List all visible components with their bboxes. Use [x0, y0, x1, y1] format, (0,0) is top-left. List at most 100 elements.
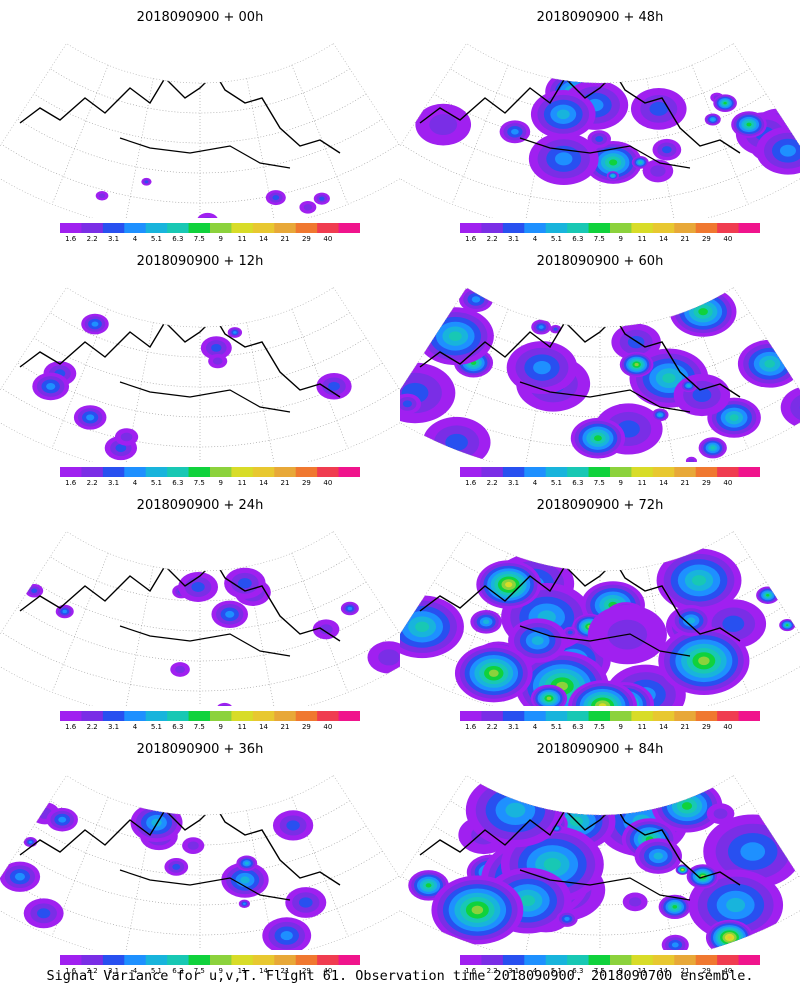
colorbar-swatch: [60, 467, 82, 477]
colorbar-swatch: [610, 223, 632, 233]
colorbar-tick-label: 21: [680, 479, 690, 487]
colorbar-swatch: [588, 711, 611, 721]
panel-title: 2018090900 + 12h: [136, 254, 264, 269]
colorbar-tick-label: 9: [218, 967, 223, 975]
colorbar-tick-label: 40: [723, 967, 733, 975]
map-boundary: [0, 531, 400, 706]
colorbar-tick-label: 2.2: [86, 235, 98, 243]
colorbar: [460, 955, 760, 965]
colorbar-swatch: [231, 467, 254, 477]
colorbar-tick-label: 2.2: [86, 967, 98, 975]
colorbar-swatch: [102, 711, 125, 721]
colorbar-labels: 1.6 2.2 3.1 4 5.1 6.3 7.5 9 11 14 21 29 40: [460, 967, 760, 977]
colorbar-tick-label: 3.1: [507, 479, 520, 487]
colorbar-tick-label: 5.1: [550, 967, 562, 975]
panel-title: 2018090900 + 36h: [136, 742, 264, 757]
colorbar-tick-label: 1.6: [65, 723, 77, 731]
colorbar-swatch: [231, 223, 254, 233]
colorbar-swatch: [652, 711, 675, 721]
colorbar-tick-label: 6.3: [172, 235, 184, 243]
colorbar-swatch: [610, 955, 632, 965]
colorbar-tick-label: 40: [323, 235, 333, 243]
panel-title: 2018090900 + 00h: [136, 10, 264, 25]
colorbar-swatch: [252, 223, 275, 233]
colorbar: [460, 223, 760, 233]
colorbar-swatch: [652, 467, 675, 477]
colorbar-swatch: [145, 711, 168, 721]
colorbar-swatch: [545, 467, 568, 477]
colorbar-swatch: [567, 711, 590, 721]
colorbar-swatch: [481, 223, 504, 233]
map-grid: [1, 65, 399, 218]
colorbar-tick-label: 4: [532, 967, 538, 975]
colorbar-tick-label: 7.5: [193, 967, 205, 975]
colorbar-tick-label: 21: [680, 235, 690, 243]
colorbar-swatch: [274, 223, 297, 233]
colorbar-swatch: [188, 467, 211, 477]
colorbar-swatch: [588, 223, 611, 233]
colorbar-swatch: [60, 955, 82, 965]
colorbar-swatch: [717, 223, 740, 233]
colorbar-tick-label: 9: [618, 479, 623, 487]
colorbar-swatch: [102, 955, 125, 965]
colorbar-tick-label: 5.1: [550, 479, 562, 487]
colorbar-swatch: [338, 467, 360, 477]
colorbar-tick-label: 40: [723, 235, 733, 243]
colorbar-tick-label: 5.1: [150, 723, 162, 731]
colorbar-swatch: [674, 467, 697, 477]
colorbar-swatch: [695, 711, 718, 721]
colorbar-tick-label: 3.1: [107, 967, 120, 975]
colorbar-tick-label: 29: [701, 479, 711, 487]
coastline: [19, 71, 341, 154]
colorbar-swatch: [588, 955, 611, 965]
colorbar-tick-label: 4: [132, 479, 138, 487]
colorbar-swatch: [674, 955, 697, 965]
colorbar-tick-label: 2.2: [486, 967, 498, 975]
colorbar-swatch: [652, 955, 675, 965]
colorbar-tick-label: 3.1: [107, 723, 120, 731]
colorbar-swatch: [481, 467, 504, 477]
colorbar-swatch: [252, 467, 275, 477]
variance-field: [400, 548, 796, 706]
colorbar-tick-label: 29: [301, 723, 311, 731]
colorbar-tick-label: 11: [637, 723, 647, 731]
colorbar-swatch: [295, 223, 318, 233]
colorbar-tick-label: 29: [301, 235, 311, 243]
coastline: [19, 559, 341, 642]
colorbar-swatch: [738, 955, 760, 965]
colorbar-tick-label: 14: [659, 967, 669, 975]
colorbar-tick-label: 4: [132, 723, 138, 731]
colorbar-swatch: [567, 223, 590, 233]
colorbar-swatch: [124, 467, 147, 477]
colorbar-tick-label: 5.1: [150, 967, 162, 975]
panel-title: 2018090900 + 72h: [536, 498, 664, 513]
colorbar-swatch: [102, 223, 125, 233]
colorbar: [60, 711, 360, 721]
colorbar-swatch: [502, 955, 525, 965]
colorbar-swatch: [481, 711, 504, 721]
coastline: [419, 803, 741, 886]
colorbar-tick-label: 4: [532, 235, 538, 243]
colorbar-tick-label: 40: [323, 479, 333, 487]
colorbar-swatch: [631, 223, 654, 233]
colorbar-tick-label: 11: [637, 235, 647, 243]
colorbar-swatch: [695, 223, 718, 233]
map-boundary: [0, 43, 400, 218]
colorbar-swatch: [502, 711, 525, 721]
colorbar-tick-label: 6.3: [572, 967, 584, 975]
coastline: [119, 625, 291, 657]
colorbar-swatch: [81, 223, 104, 233]
colorbar-swatch: [274, 467, 297, 477]
colorbar-tick-label: 6.3: [172, 967, 184, 975]
colorbar-swatch: [567, 955, 590, 965]
colorbar-swatch: [102, 467, 125, 477]
colorbar-tick-label: 7.5: [593, 235, 605, 243]
colorbar-tick-label: 5.1: [150, 479, 162, 487]
colorbar-tick-label: 3.1: [107, 479, 120, 487]
variance-field: [408, 775, 800, 950]
colorbar-swatch: [567, 467, 590, 477]
colorbar-swatch: [610, 711, 632, 721]
colorbar-swatch: [460, 955, 482, 965]
colorbar-swatch: [502, 223, 525, 233]
colorbar-tick-label: 29: [701, 723, 711, 731]
